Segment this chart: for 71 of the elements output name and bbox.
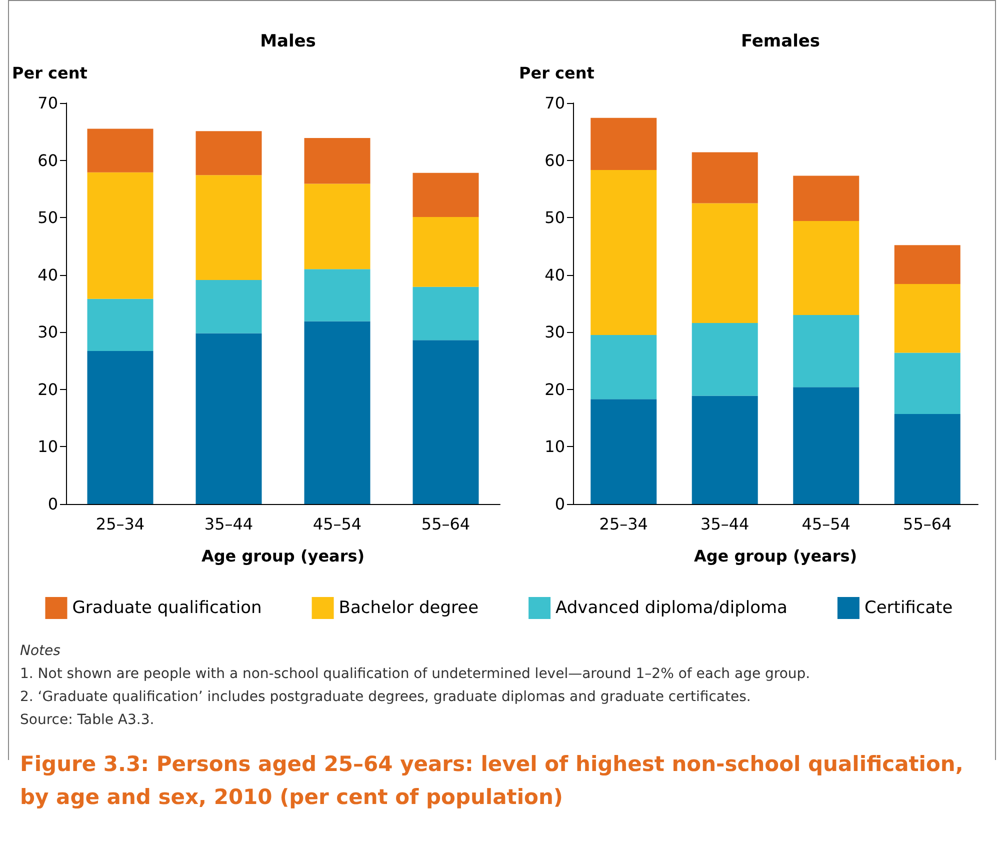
bar bbox=[590, 335, 657, 400]
bar bbox=[894, 245, 960, 284]
bar bbox=[692, 203, 758, 323]
bar bbox=[196, 280, 262, 334]
y-tick-label: 60 bbox=[544, 150, 565, 170]
text: Notes bbox=[20, 643, 62, 659]
bar bbox=[692, 152, 758, 204]
bar bbox=[793, 176, 860, 222]
bar bbox=[412, 172, 479, 217]
x-axis-title: Age group (years) bbox=[694, 546, 858, 566]
y-tick-label: 70 bbox=[38, 94, 58, 112]
legend-label: Bachelor degree bbox=[338, 598, 479, 618]
x-tick-label: 35–44 bbox=[700, 514, 750, 534]
legend-label: Graduate qualification bbox=[72, 598, 262, 618]
bar bbox=[87, 351, 154, 504]
y-tick-label: 30 bbox=[544, 322, 565, 342]
y-tick-label: 40 bbox=[38, 265, 58, 284]
x-tick-label: 45–54 bbox=[802, 514, 850, 534]
y-axis-title: Per cent bbox=[12, 64, 88, 82]
bar bbox=[304, 269, 370, 322]
bar bbox=[692, 396, 758, 504]
y-tick-label: 0 bbox=[554, 494, 565, 514]
chart-title: Females bbox=[740, 32, 820, 52]
y-tick-label: 10 bbox=[38, 437, 58, 456]
y-tick-label: 0 bbox=[48, 494, 58, 514]
y-tick-label: 10 bbox=[544, 437, 565, 456]
bar bbox=[894, 352, 960, 414]
bar bbox=[412, 286, 479, 340]
y-axis-title: Per cent bbox=[519, 64, 595, 82]
y-tick-label: 50 bbox=[38, 208, 58, 228]
y-tick-label: 30 bbox=[38, 322, 58, 342]
y-tick-label: 50 bbox=[544, 208, 565, 228]
legend-label: Advanced diploma/diploma bbox=[556, 598, 788, 618]
x-axis-title: Age group (years) bbox=[201, 546, 365, 566]
bar bbox=[412, 340, 479, 504]
caption: Figure 3.3: Persons aged 25–64 years: level of highest non-school qualification, by age and sex, 2010 (per cent of population) bbox=[20, 751, 964, 811]
bar bbox=[590, 170, 657, 336]
y-tick-label: 20 bbox=[38, 380, 58, 399]
bar bbox=[590, 399, 657, 504]
bar bbox=[196, 333, 262, 504]
x-tick-label: 35–44 bbox=[204, 514, 254, 534]
bar bbox=[196, 131, 262, 176]
bar bbox=[304, 184, 370, 270]
bar bbox=[590, 118, 657, 170]
chart-title: Males bbox=[260, 32, 316, 52]
x-tick-label: 55–64 bbox=[903, 514, 952, 534]
bar bbox=[793, 387, 860, 504]
bar bbox=[304, 321, 370, 504]
y-tick-label: 70 bbox=[544, 94, 565, 112]
bar bbox=[87, 298, 154, 352]
bar bbox=[87, 172, 154, 299]
x-tick-label: 25–34 bbox=[599, 514, 648, 534]
text: 2. ‘Graduate qualification’ includes postgraduate degrees, graduate diplomas and graduate certificates. bbox=[20, 689, 752, 705]
source-note: Source: Table A3.3. bbox=[20, 712, 156, 728]
text: 1. Not shown are people with a non-school qualification of undetermined level—around 1–2% of each age group. bbox=[20, 666, 812, 682]
legend-label: Certificate bbox=[864, 598, 953, 618]
bar bbox=[793, 221, 860, 315]
y-tick-label: 20 bbox=[544, 380, 565, 399]
x-tick-label: 55–64 bbox=[421, 514, 470, 534]
y-tick-label: 60 bbox=[38, 150, 58, 170]
x-tick-label: 45–54 bbox=[312, 514, 362, 534]
bar bbox=[412, 217, 479, 287]
y-tick-label: 40 bbox=[544, 265, 565, 284]
bar bbox=[894, 284, 960, 353]
bar bbox=[692, 322, 758, 396]
x-tick-label: 25–34 bbox=[96, 514, 145, 534]
bar bbox=[87, 128, 154, 172]
bar bbox=[196, 175, 262, 280]
bar bbox=[793, 314, 860, 388]
bar bbox=[304, 138, 370, 184]
bar bbox=[894, 414, 960, 504]
